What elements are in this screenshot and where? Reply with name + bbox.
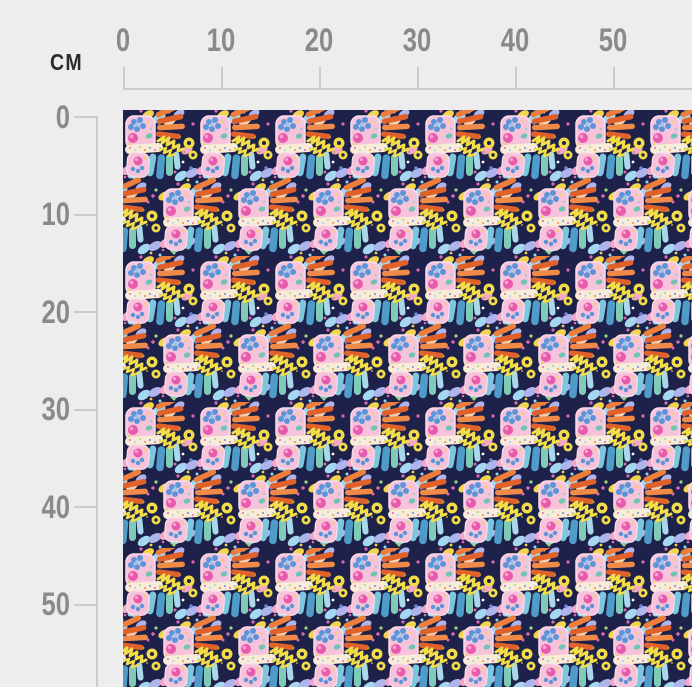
ruler-tick-label: 30 [41,391,70,427]
horizontal-ruler-line [123,88,692,90]
ruler-tick-label: 40 [41,489,70,525]
ruler-tick [123,67,125,90]
ruler-tick [74,506,98,508]
ruler-tick [417,67,419,90]
ruler-tick [221,67,223,90]
ruler-tick-label: 0 [115,22,131,58]
ruler-tick [74,604,98,606]
vertical-ruler-line [96,116,98,687]
ruler-tick-label: 10 [41,196,70,232]
ruler-tick-label: 50 [598,22,628,58]
ruler-unit-label: CM [50,49,83,75]
ruler-tick [74,311,98,313]
ruler-tick-label: 50 [41,586,70,622]
ruler-tick [515,67,517,90]
ruler-tick [613,67,615,90]
fabric-swatch-preview[interactable] [123,110,692,687]
ruler-tick-label: 20 [304,22,334,58]
ruler-tick-label: 0 [55,99,70,135]
ruler-tick-label: 20 [41,294,70,330]
ruler-tick [74,116,98,118]
ruler-tick-label: 40 [500,22,530,58]
ruler-tick-label: 10 [206,22,236,58]
ruler-tick [319,67,321,90]
ruler-tick [74,214,98,216]
ruler-tick-label: 30 [402,22,432,58]
ruler-tick [74,409,98,411]
